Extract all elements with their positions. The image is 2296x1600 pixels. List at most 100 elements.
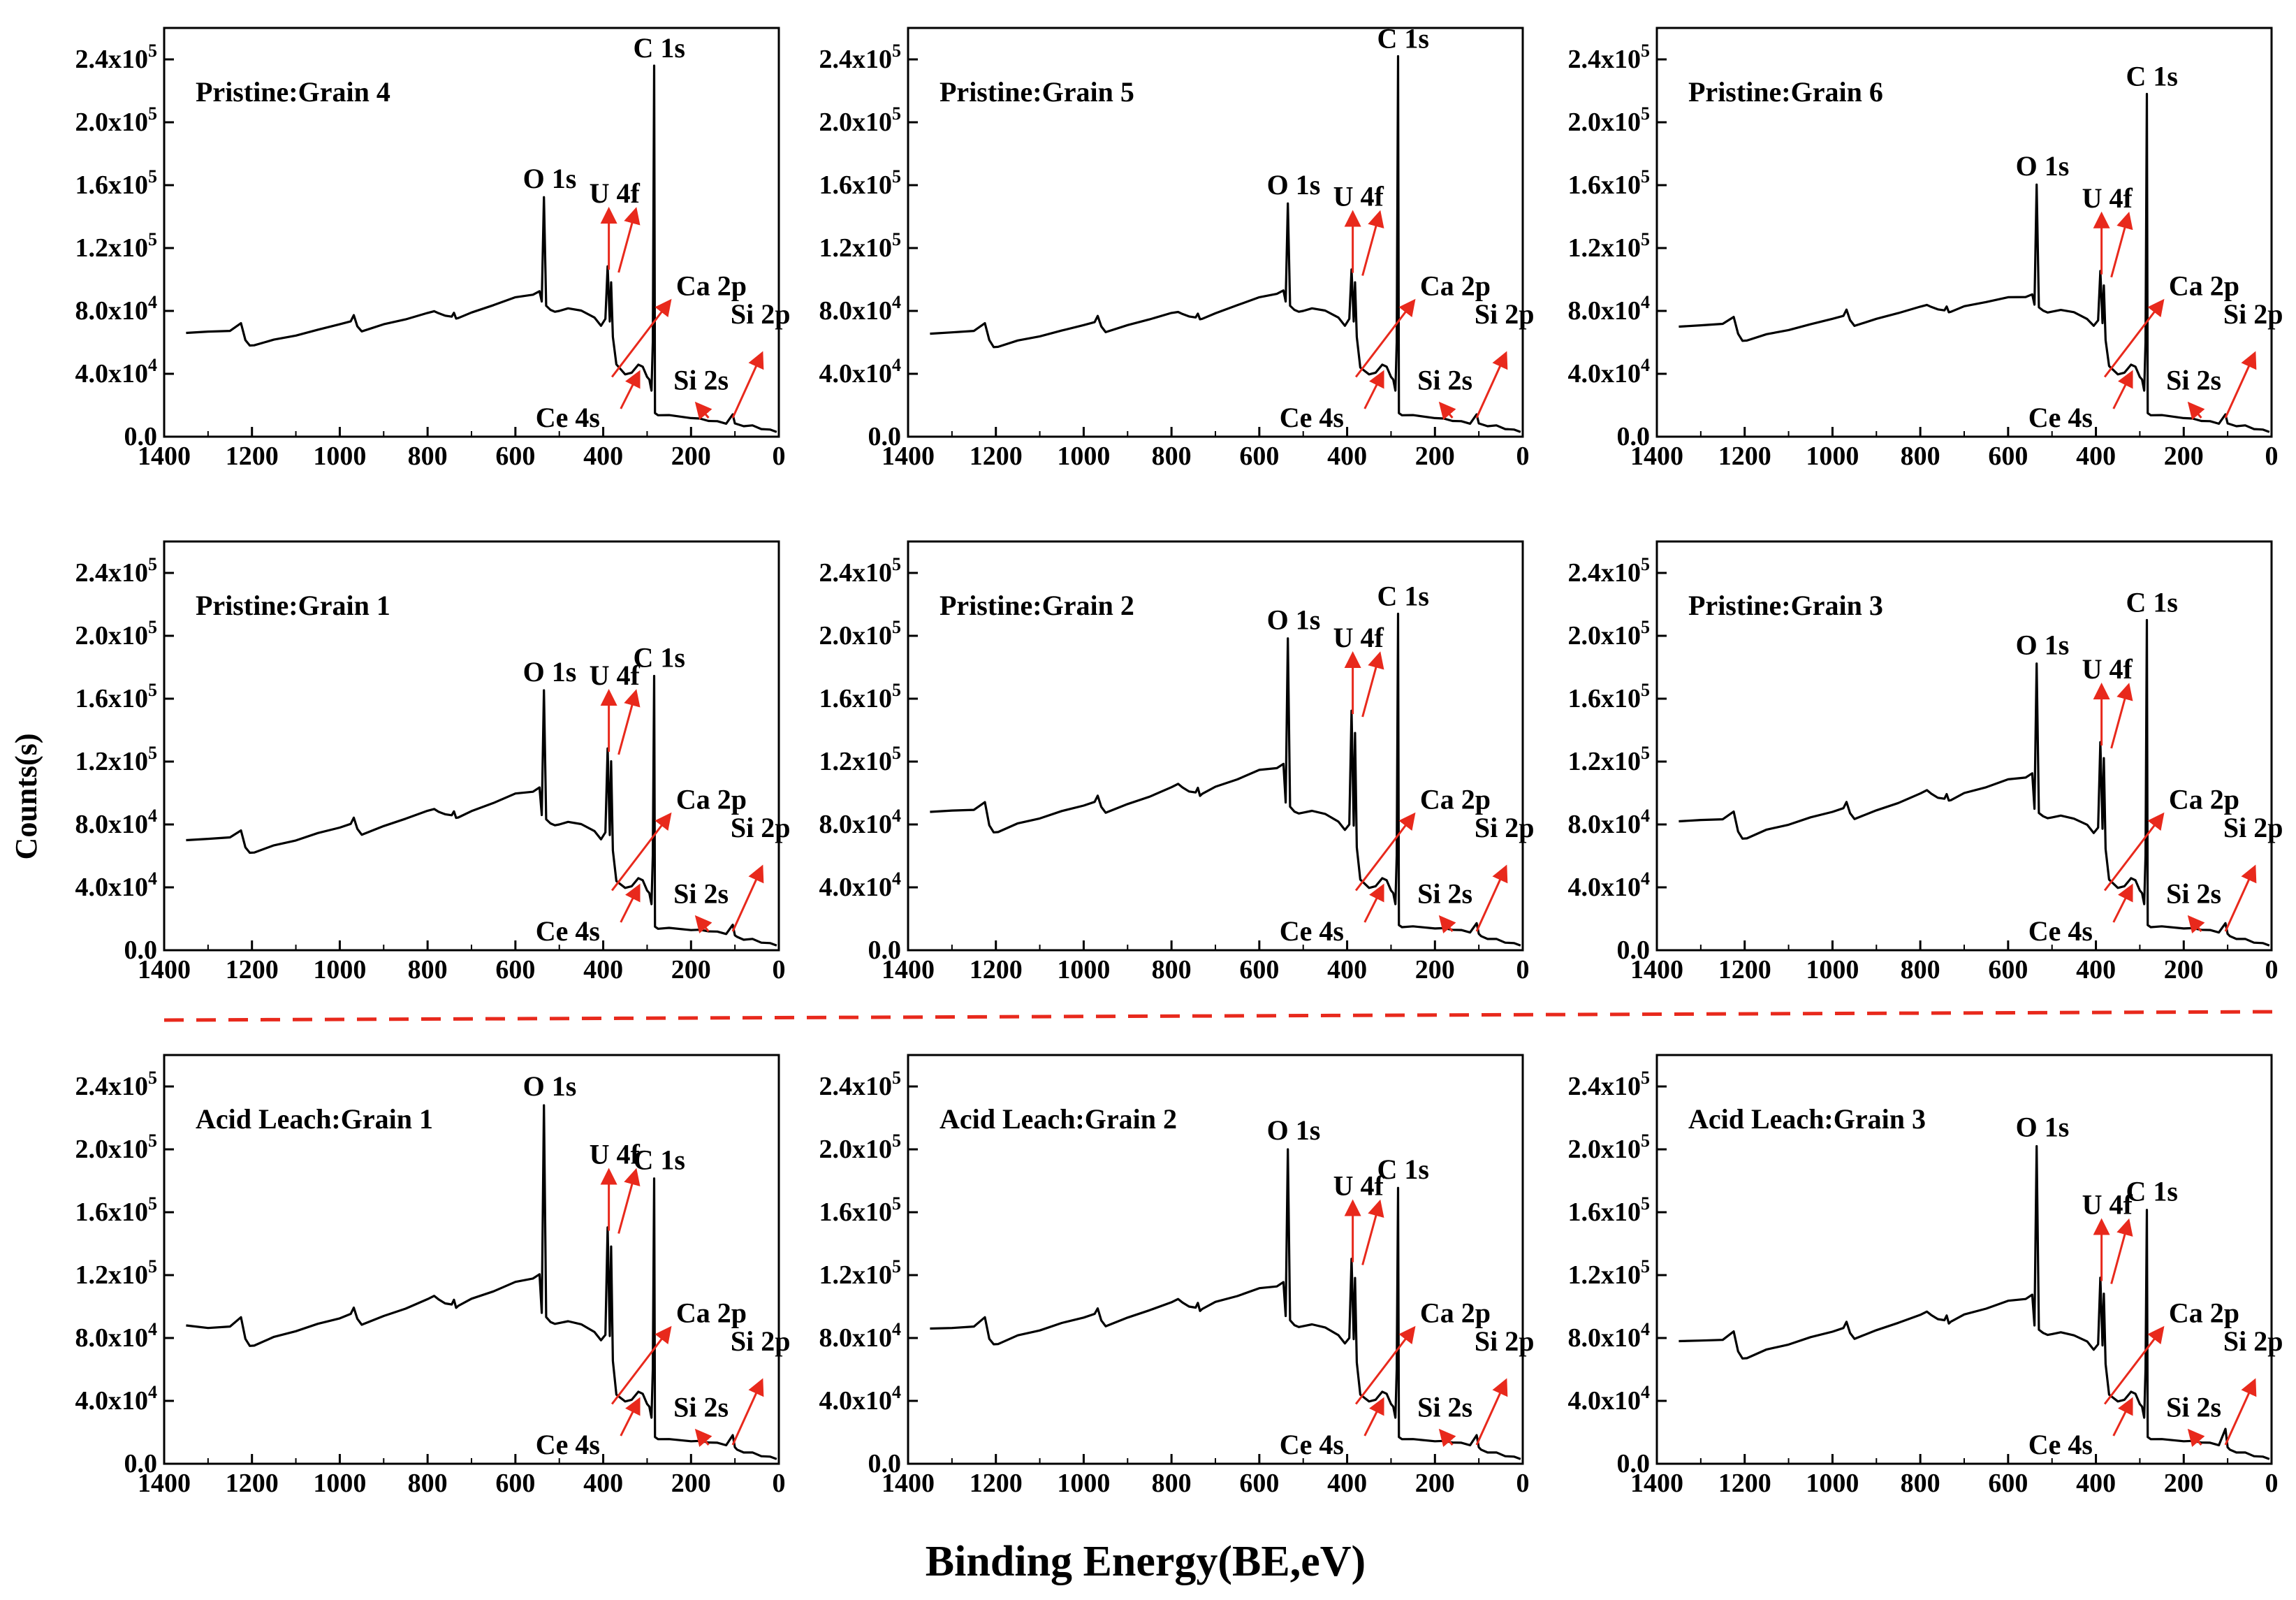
panel-pristine-grain-3-si2s-arrow: [2187, 915, 2205, 933]
panel-pristine-grain-2-x-tick-label: 0: [1516, 955, 1530, 984]
panel-pristine-grain-2-y-tick-label: 1.6x105: [819, 680, 902, 713]
panel-acid-leach-grain-3-y-tick-label: 1.2x105: [1568, 1256, 1651, 1290]
panel-pristine-grain-4-ce4s-label: Ce 4s: [536, 402, 600, 433]
panel-pristine-grain-4-o1s-label: O 1s: [523, 163, 577, 194]
panel-pristine-grain-5-c1s-label: C 1s: [1377, 23, 1428, 54]
panel-pristine-grain-6-spectrum-line: [1679, 92, 2270, 433]
panel-pristine-grain-2-ca2p-arrow: [1354, 812, 1416, 892]
panel-acid-leach-grain-3-x-tick-label: 1200: [1718, 1469, 1771, 1498]
panel-acid-leach-grain-2-u4f-arrow-2: [1361, 1199, 1384, 1265]
panel-pristine-grain-3-si2p-arrow: [2224, 864, 2257, 932]
panel-pristine-grain-1-y-tick-label: 0.0: [124, 936, 158, 965]
panel-pristine-grain-6-x-tick-label: 1000: [1806, 442, 1859, 471]
panel-pristine-grain-2-y-tick-label: 1.2x105: [819, 743, 902, 776]
panel-pristine-grain-6-x-tick-label: 400: [2076, 442, 2116, 471]
panel-pristine-grain-1-x-tick-label: 1000: [313, 955, 366, 984]
panel-pristine-grain-3-x-tick-label: 1200: [1718, 955, 1771, 984]
panel-pristine-grain-4-si2s-label: Si 2s: [673, 365, 729, 396]
panel-acid-leach-grain-2-spectrum-line: [930, 1148, 1521, 1460]
panel-pristine-grain-3-si2p-label: Si 2p: [2223, 812, 2283, 843]
panel-acid-leach-grain-3-x-tick-label: 800: [1901, 1469, 1940, 1498]
panel-pristine-grain-2-x-tick-label: 600: [1239, 955, 1279, 984]
panel-acid-leach-grain-2-x-tick-label: 1200: [970, 1469, 1023, 1498]
panel-acid-leach-grain-1-y-tick-label: 2.4x105: [75, 1068, 158, 1101]
panel-pristine-grain-5-ce4s-label: Ce 4s: [1280, 402, 1344, 433]
panel-acid-leach-grain-1-y-tick-label: 8.0x104: [75, 1319, 158, 1353]
panel-pristine-grain-6-si2s-arrow: [2187, 401, 2205, 420]
panel-acid-leach-grain-1-x-tick-label: 400: [583, 1469, 623, 1498]
panel-acid-leach-grain-3-x-tick-label: 1000: [1806, 1469, 1859, 1498]
panel-pristine-grain-4-x-tick-label: 1200: [226, 442, 279, 471]
panel-acid-leach-grain-1-si2p-label: Si 2p: [731, 1325, 791, 1357]
panel-pristine-grain-1-spectrum-line: [186, 674, 777, 947]
panel-pristine-grain-4-ca2p-label: Ca 2p: [676, 270, 747, 302]
panel-acid-leach-grain-2-y-tick-label: 2.4x105: [819, 1068, 902, 1101]
panel-pristine-grain-1-x-tick-label: 800: [408, 955, 448, 984]
panel-pristine-grain-5-y-tick-label: 2.4x105: [819, 41, 902, 74]
panel-pristine-grain-3-ce4s-arrow: [2112, 883, 2133, 923]
group-divider: [163, 1010, 2285, 1022]
panel-pristine-grain-5-si2s-arrow: [1438, 401, 1456, 420]
panel-pristine-grain-5-o1s-label: O 1s: [1267, 169, 1321, 201]
panel-pristine-grain-5-x-tick-label: 200: [1415, 442, 1455, 471]
panel-pristine-grain-3-y-tick-label: 1.2x105: [1568, 743, 1651, 776]
panel-pristine-grain-3-y-tick-label: 2.0x105: [1568, 617, 1651, 650]
panel-pristine-grain-5-y-tick-label: 4.0x104: [819, 355, 902, 388]
panel-pristine-grain-2-c1s-label: C 1s: [1377, 581, 1428, 612]
panel-acid-leach-grain-1: 1400 1200 1000 800 600 400 200 0 0.0 4.0x104 8.0x1…: [75, 1054, 791, 1498]
x-axis-title: Binding Energy(BE,eV): [926, 1538, 1366, 1585]
panel-pristine-grain-4-si2p-arrow: [731, 351, 764, 419]
panel-acid-leach-grain-1-spectrum-line: [186, 1104, 777, 1460]
panel-pristine-grain-4-x-tick-label: 0: [773, 442, 786, 471]
panel-pristine-grain-6-c1s-label: C 1s: [2126, 61, 2177, 92]
panel-pristine-grain-4-y-tick-label: 1.6x105: [75, 166, 158, 200]
panel-pristine-grain-6-o1s-label: O 1s: [2016, 150, 2070, 182]
panel-pristine-grain-4-y-tick-label: 0.0: [124, 422, 158, 451]
panel-pristine-grain-6-ce4s-arrow: [2112, 370, 2133, 409]
panel-pristine-grain-4-y-tick-label: 2.0x105: [75, 103, 158, 137]
panel-pristine-grain-5-ca2p-arrow: [1354, 298, 1416, 378]
panel-pristine-grain-1-x-tick-label: 200: [671, 955, 711, 984]
panel-pristine-grain-3-ce4s-label: Ce 4s: [2028, 915, 2093, 947]
panel-pristine-grain-6-y-tick-label: 0.0: [1617, 422, 1651, 451]
panel-pristine-grain-2-si2p-label: Si 2p: [1475, 812, 1535, 843]
panel-pristine-grain-4-x-tick-label: 800: [408, 442, 448, 471]
panel-pristine-grain-5-ce4s-arrow: [1363, 370, 1384, 409]
panel-acid-leach-grain-1-x-tick-label: 600: [495, 1469, 535, 1498]
panel-pristine-grain-1-x-tick-label: 1400: [138, 955, 191, 984]
panel-pristine-grain-2-si2p-arrow: [1475, 864, 1508, 932]
panel-pristine-grain-5-title: Pristine:Grain 5: [939, 76, 1134, 108]
panel-pristine-grain-5-si2p-arrow: [1475, 351, 1508, 419]
panel-pristine-grain-3-y-tick-label: 4.0x104: [1568, 868, 1651, 902]
panel-acid-leach-grain-2-si2s-label: Si 2s: [1417, 1392, 1472, 1423]
panel-pristine-grain-2-x-tick-label: 1400: [882, 955, 935, 984]
panel-pristine-grain-5-u4f-arrow-2: [1361, 210, 1384, 276]
panel-pristine-grain-3-x-tick-label: 1400: [1630, 955, 1683, 984]
panel-pristine-grain-1-x-tick-label: 400: [583, 955, 623, 984]
panel-pristine-grain-5-si2s-label: Si 2s: [1417, 365, 1472, 396]
panel-acid-leach-grain-1-ca2p-label: Ca 2p: [676, 1297, 747, 1329]
panel-pristine-grain-5-x-tick-label: 1400: [882, 442, 935, 471]
panel-pristine-grain-2-u4f-label: U 4f: [1333, 622, 1384, 653]
panel-pristine-grain-4-x-tick-label: 400: [583, 442, 623, 471]
panel-acid-leach-grain-2-o1s-label: O 1s: [1267, 1114, 1321, 1146]
panel-pristine-grain-4-y-tick-label: 8.0x104: [75, 292, 158, 326]
panel-pristine-grain-6-x-tick-label: 800: [1901, 442, 1940, 471]
panel-pristine-grain-4-spectrum-line: [186, 64, 777, 433]
panel-pristine-grain-3-c1s-label: C 1s: [2126, 587, 2177, 618]
panel-acid-leach-grain-2-x-tick-label: 400: [1327, 1469, 1367, 1498]
panel-pristine-grain-5-x-tick-label: 400: [1327, 442, 1367, 471]
panel-pristine-grain-2-x-tick-label: 400: [1327, 955, 1367, 984]
panel-pristine-grain-2-x-tick-label: 1000: [1057, 955, 1110, 984]
panel-pristine-grain-6-y-tick-label: 1.2x105: [1568, 229, 1651, 263]
panel-pristine-grain-5-y-tick-label: 2.0x105: [819, 103, 902, 137]
panel-acid-leach-grain-3-ca2p-label: Ca 2p: [2169, 1297, 2239, 1329]
panel-pristine-grain-2-u4f-arrow-2: [1361, 651, 1384, 718]
panel-acid-leach-grain-2-u4f-label: U 4f: [1333, 1170, 1384, 1202]
panel-pristine-grain-5-x-tick-label: 600: [1239, 442, 1279, 471]
panel-pristine-grain-6-x-tick-label: 1200: [1718, 442, 1771, 471]
panel-acid-leach-grain-1-x-tick-label: 0: [773, 1469, 786, 1498]
panel-pristine-grain-6: 1400 1200 1000 800 600 400 200 0 0.0 4.0x104 8.0x1…: [1568, 27, 2283, 471]
panel-acid-leach-grain-3-u4f-arrow-2: [2110, 1218, 2133, 1284]
panel-acid-leach-grain-2-ce4s-label: Ce 4s: [1280, 1429, 1344, 1460]
